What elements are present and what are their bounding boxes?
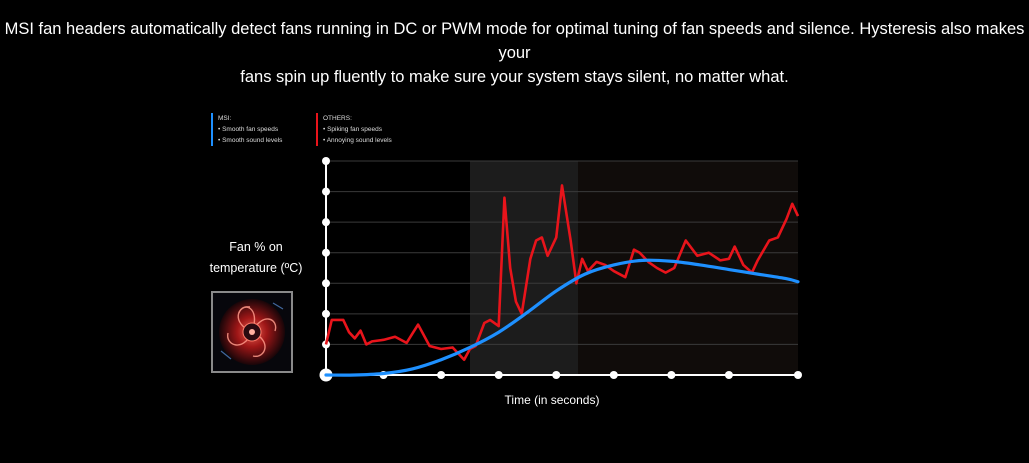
y-axis-label-line-1: Fan % on bbox=[229, 240, 283, 254]
intro-line-1: MSI fan headers automatically detect fan… bbox=[4, 20, 1025, 62]
legend-others-item: • Spiking fan speeds bbox=[323, 126, 383, 133]
legend-msi-item: • Smooth fan speeds bbox=[218, 126, 279, 133]
plot-band-shade bbox=[578, 161, 798, 375]
y-tick-dot bbox=[322, 157, 330, 165]
y-tick-dot bbox=[322, 218, 330, 227]
y-axis-label-line-2: temperature (ºC) bbox=[209, 261, 303, 275]
legend-msi: MSI: • Smooth fan speeds • Smooth sound … bbox=[211, 113, 282, 146]
series-line-msi bbox=[324, 258, 800, 377]
legend-others-item: • Annoying sound levels bbox=[323, 137, 392, 144]
fan-icon bbox=[213, 293, 291, 371]
y-tick-dot bbox=[322, 279, 330, 288]
y-axis-label: Fan % on temperature (ºC) bbox=[200, 237, 312, 279]
x-tick-dot bbox=[552, 371, 561, 379]
x-tick-dot bbox=[667, 371, 676, 379]
y-tick-dot bbox=[322, 187, 330, 196]
x-tick-dot bbox=[724, 371, 733, 379]
intro-line-2: fans spin up fluently to make sure your … bbox=[240, 68, 789, 86]
legend-others: OTHERS: • Spiking fan speeds • Annoying … bbox=[316, 113, 392, 146]
x-tick-dot bbox=[494, 371, 503, 379]
legend-others-title: OTHERS: bbox=[323, 115, 352, 122]
series-line-others bbox=[324, 184, 800, 362]
x-tick-dot bbox=[794, 371, 802, 379]
x-axis-label: Time (in seconds) bbox=[504, 393, 600, 407]
legend-msi-title: MSI: bbox=[218, 115, 232, 122]
y-tick-dot bbox=[322, 309, 330, 318]
legend-msi-item: • Smooth sound levels bbox=[218, 137, 283, 144]
y-tick-dot bbox=[322, 248, 330, 257]
x-tick-dot bbox=[437, 371, 446, 379]
fan-image bbox=[211, 291, 293, 373]
intro-text: MSI fan headers automatically detect fan… bbox=[0, 17, 1029, 89]
x-tick-dot bbox=[609, 371, 618, 379]
